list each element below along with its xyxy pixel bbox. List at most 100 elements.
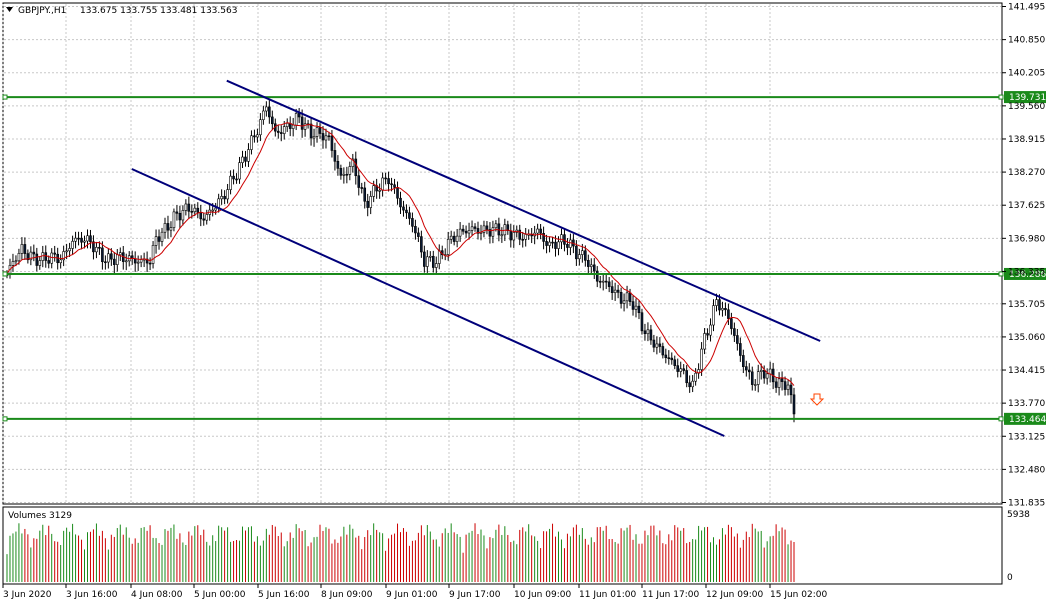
time-tick-label: 3 Jun 16:00	[66, 590, 118, 600]
candle	[193, 203, 197, 216]
candle-body	[74, 237, 77, 242]
candle-body	[420, 236, 423, 253]
candle	[783, 376, 787, 396]
level-price-badge: 133.464	[1004, 412, 1046, 425]
candle	[429, 251, 432, 262]
candle	[279, 125, 283, 142]
candle-body	[476, 228, 480, 234]
candle	[640, 309, 644, 335]
level-badge-bg	[1004, 412, 1046, 425]
time-axis: 3 Jun 2020 3 Jun 16:00 4 Jun 08:00 5 Jun 00…	[2, 584, 827, 600]
candle	[366, 193, 370, 217]
candle	[390, 177, 393, 192]
candle	[29, 246, 33, 266]
candle-body	[333, 150, 337, 162]
candle	[655, 336, 659, 355]
candle	[321, 126, 325, 149]
candle	[405, 204, 408, 219]
candle-body	[309, 123, 313, 139]
candle	[631, 295, 635, 316]
candle-body	[393, 184, 396, 188]
candle-body	[232, 175, 235, 180]
time-tick-label: 11 Jun 01:00	[579, 590, 636, 600]
collapse-triangle-icon	[6, 7, 13, 12]
candle	[464, 225, 468, 238]
candle	[157, 229, 161, 250]
candle-body	[372, 185, 375, 197]
candle	[724, 302, 727, 316]
candle	[393, 178, 396, 194]
candle-body	[50, 252, 54, 264]
candle-body	[101, 247, 104, 263]
candle-body	[405, 209, 408, 214]
candle-body	[262, 110, 265, 120]
candle	[285, 118, 289, 132]
candle	[363, 181, 367, 209]
candle-body	[107, 253, 110, 263]
candle-body	[342, 173, 346, 176]
candle-body	[160, 231, 164, 242]
candle	[482, 220, 486, 238]
price-tick-label: 136.980	[1008, 234, 1045, 244]
price-tick-label: 141.495	[1008, 3, 1045, 13]
candle-body	[718, 299, 721, 311]
candle	[136, 255, 140, 271]
candle	[402, 200, 405, 217]
candle-body	[461, 228, 465, 232]
candle-body	[238, 162, 241, 180]
candle-body	[118, 252, 122, 256]
candle	[431, 250, 435, 273]
candle	[506, 220, 510, 235]
channel-lower-line	[131, 168, 725, 437]
candle	[473, 223, 477, 232]
candle	[616, 284, 620, 299]
candle	[107, 248, 110, 269]
candle	[351, 153, 355, 173]
candle-body	[95, 246, 98, 253]
candle-body	[715, 299, 718, 306]
candle	[417, 227, 420, 243]
candle	[542, 226, 545, 250]
candle	[688, 375, 691, 393]
candle	[357, 169, 361, 196]
candle	[455, 229, 459, 248]
candle-body	[259, 119, 262, 136]
candle	[709, 318, 712, 342]
candle-body	[551, 241, 554, 244]
candle-body	[587, 260, 590, 267]
candle-body	[524, 234, 528, 240]
candle-body	[649, 329, 653, 341]
candle-body	[759, 369, 763, 372]
candle	[736, 328, 739, 351]
candle	[250, 130, 253, 155]
candle-body	[256, 134, 259, 138]
candle	[241, 150, 244, 169]
candle-body	[518, 229, 522, 240]
price-tick-label: 138.270	[1008, 168, 1045, 178]
candle-body	[446, 238, 450, 255]
candle-body	[196, 207, 200, 213]
candle	[175, 205, 179, 221]
candle-body	[727, 309, 730, 319]
candle-body	[604, 280, 608, 283]
candle	[77, 231, 80, 246]
candle-body	[363, 187, 367, 202]
candle	[339, 164, 343, 180]
candle-body	[792, 394, 796, 415]
candle	[643, 323, 647, 341]
candle	[518, 224, 522, 246]
candle-body	[774, 381, 778, 388]
candle-body	[59, 259, 62, 264]
candle	[661, 342, 665, 359]
candle-body	[506, 224, 510, 231]
candle-body	[98, 246, 101, 249]
candle-body	[384, 177, 387, 180]
candle-body	[667, 357, 671, 360]
candle-body	[321, 133, 325, 141]
candle-body	[777, 378, 781, 388]
candle-body	[494, 223, 498, 229]
chart-header: GBPJPY.,H1 133.675 133.755 133.481 133.5…	[6, 6, 237, 16]
candle-body	[750, 371, 754, 385]
candle	[220, 189, 223, 205]
candle-body	[282, 126, 286, 134]
